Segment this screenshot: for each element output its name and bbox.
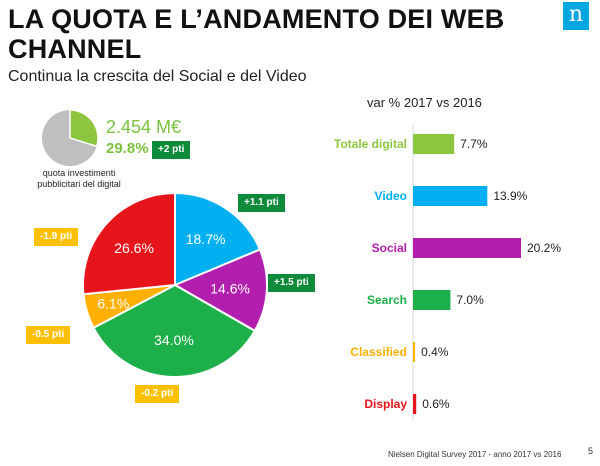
- digital-share-value: 29.8%: [106, 140, 149, 157]
- source-note: Nielsen Digital Survey 2017 - anno 2017 …: [388, 450, 562, 459]
- bar-category-search: Search: [367, 293, 407, 307]
- display-change-badge: -1.9 pti: [34, 228, 79, 246]
- video-change-badge: +1.1 pti: [238, 194, 285, 212]
- bar-category-classified: Classified: [350, 345, 407, 359]
- bar-display: [413, 394, 417, 414]
- classified-change-badge: -0.5 pti: [26, 326, 71, 344]
- bar-classified: [413, 342, 416, 362]
- search-change-badge: -0.2 pti: [135, 385, 180, 403]
- share-digital-slice: [69, 109, 99, 148]
- page-subtitle: Continua la crescita del Social e del Vi…: [8, 68, 307, 85]
- bar-value-classified: 0.4%: [421, 345, 449, 359]
- bar-value-search: 7.0%: [456, 293, 484, 307]
- bar-category-totale-digital: Totale digital: [334, 137, 407, 151]
- bar-category-display: Display: [364, 397, 407, 411]
- page-number: 5: [588, 446, 594, 456]
- bar-search: [413, 290, 451, 310]
- bar-totale-digital: [413, 134, 455, 154]
- bar-category-social: Social: [372, 241, 407, 255]
- bar-category-video: Video: [375, 189, 407, 203]
- nielsen-logo: n: [563, 2, 589, 30]
- bar-value-display: 0.6%: [422, 397, 450, 411]
- bar-value-totale-digital: 7.7%: [460, 137, 488, 151]
- digital-share-caption: quota investimenti pubblicitari del digi…: [37, 168, 121, 189]
- digital-share-pie: [42, 109, 99, 166]
- social-change-badge: +1.5 pti: [268, 274, 315, 292]
- bar-value-video: 13.9%: [493, 189, 527, 203]
- bar-social: [413, 238, 521, 258]
- bar-chart-title: var % 2017 vs 2016: [367, 95, 482, 110]
- digital-share-change-badge: +2 pti: [152, 141, 191, 159]
- digital-total-value: 2.454 M€: [106, 117, 182, 137]
- bar-video: [413, 186, 488, 206]
- page-title: LA QUOTA E L’ANDAMENTO DEI WEB CHANNEL: [8, 4, 505, 64]
- bar-value-social: 20.2%: [527, 241, 561, 255]
